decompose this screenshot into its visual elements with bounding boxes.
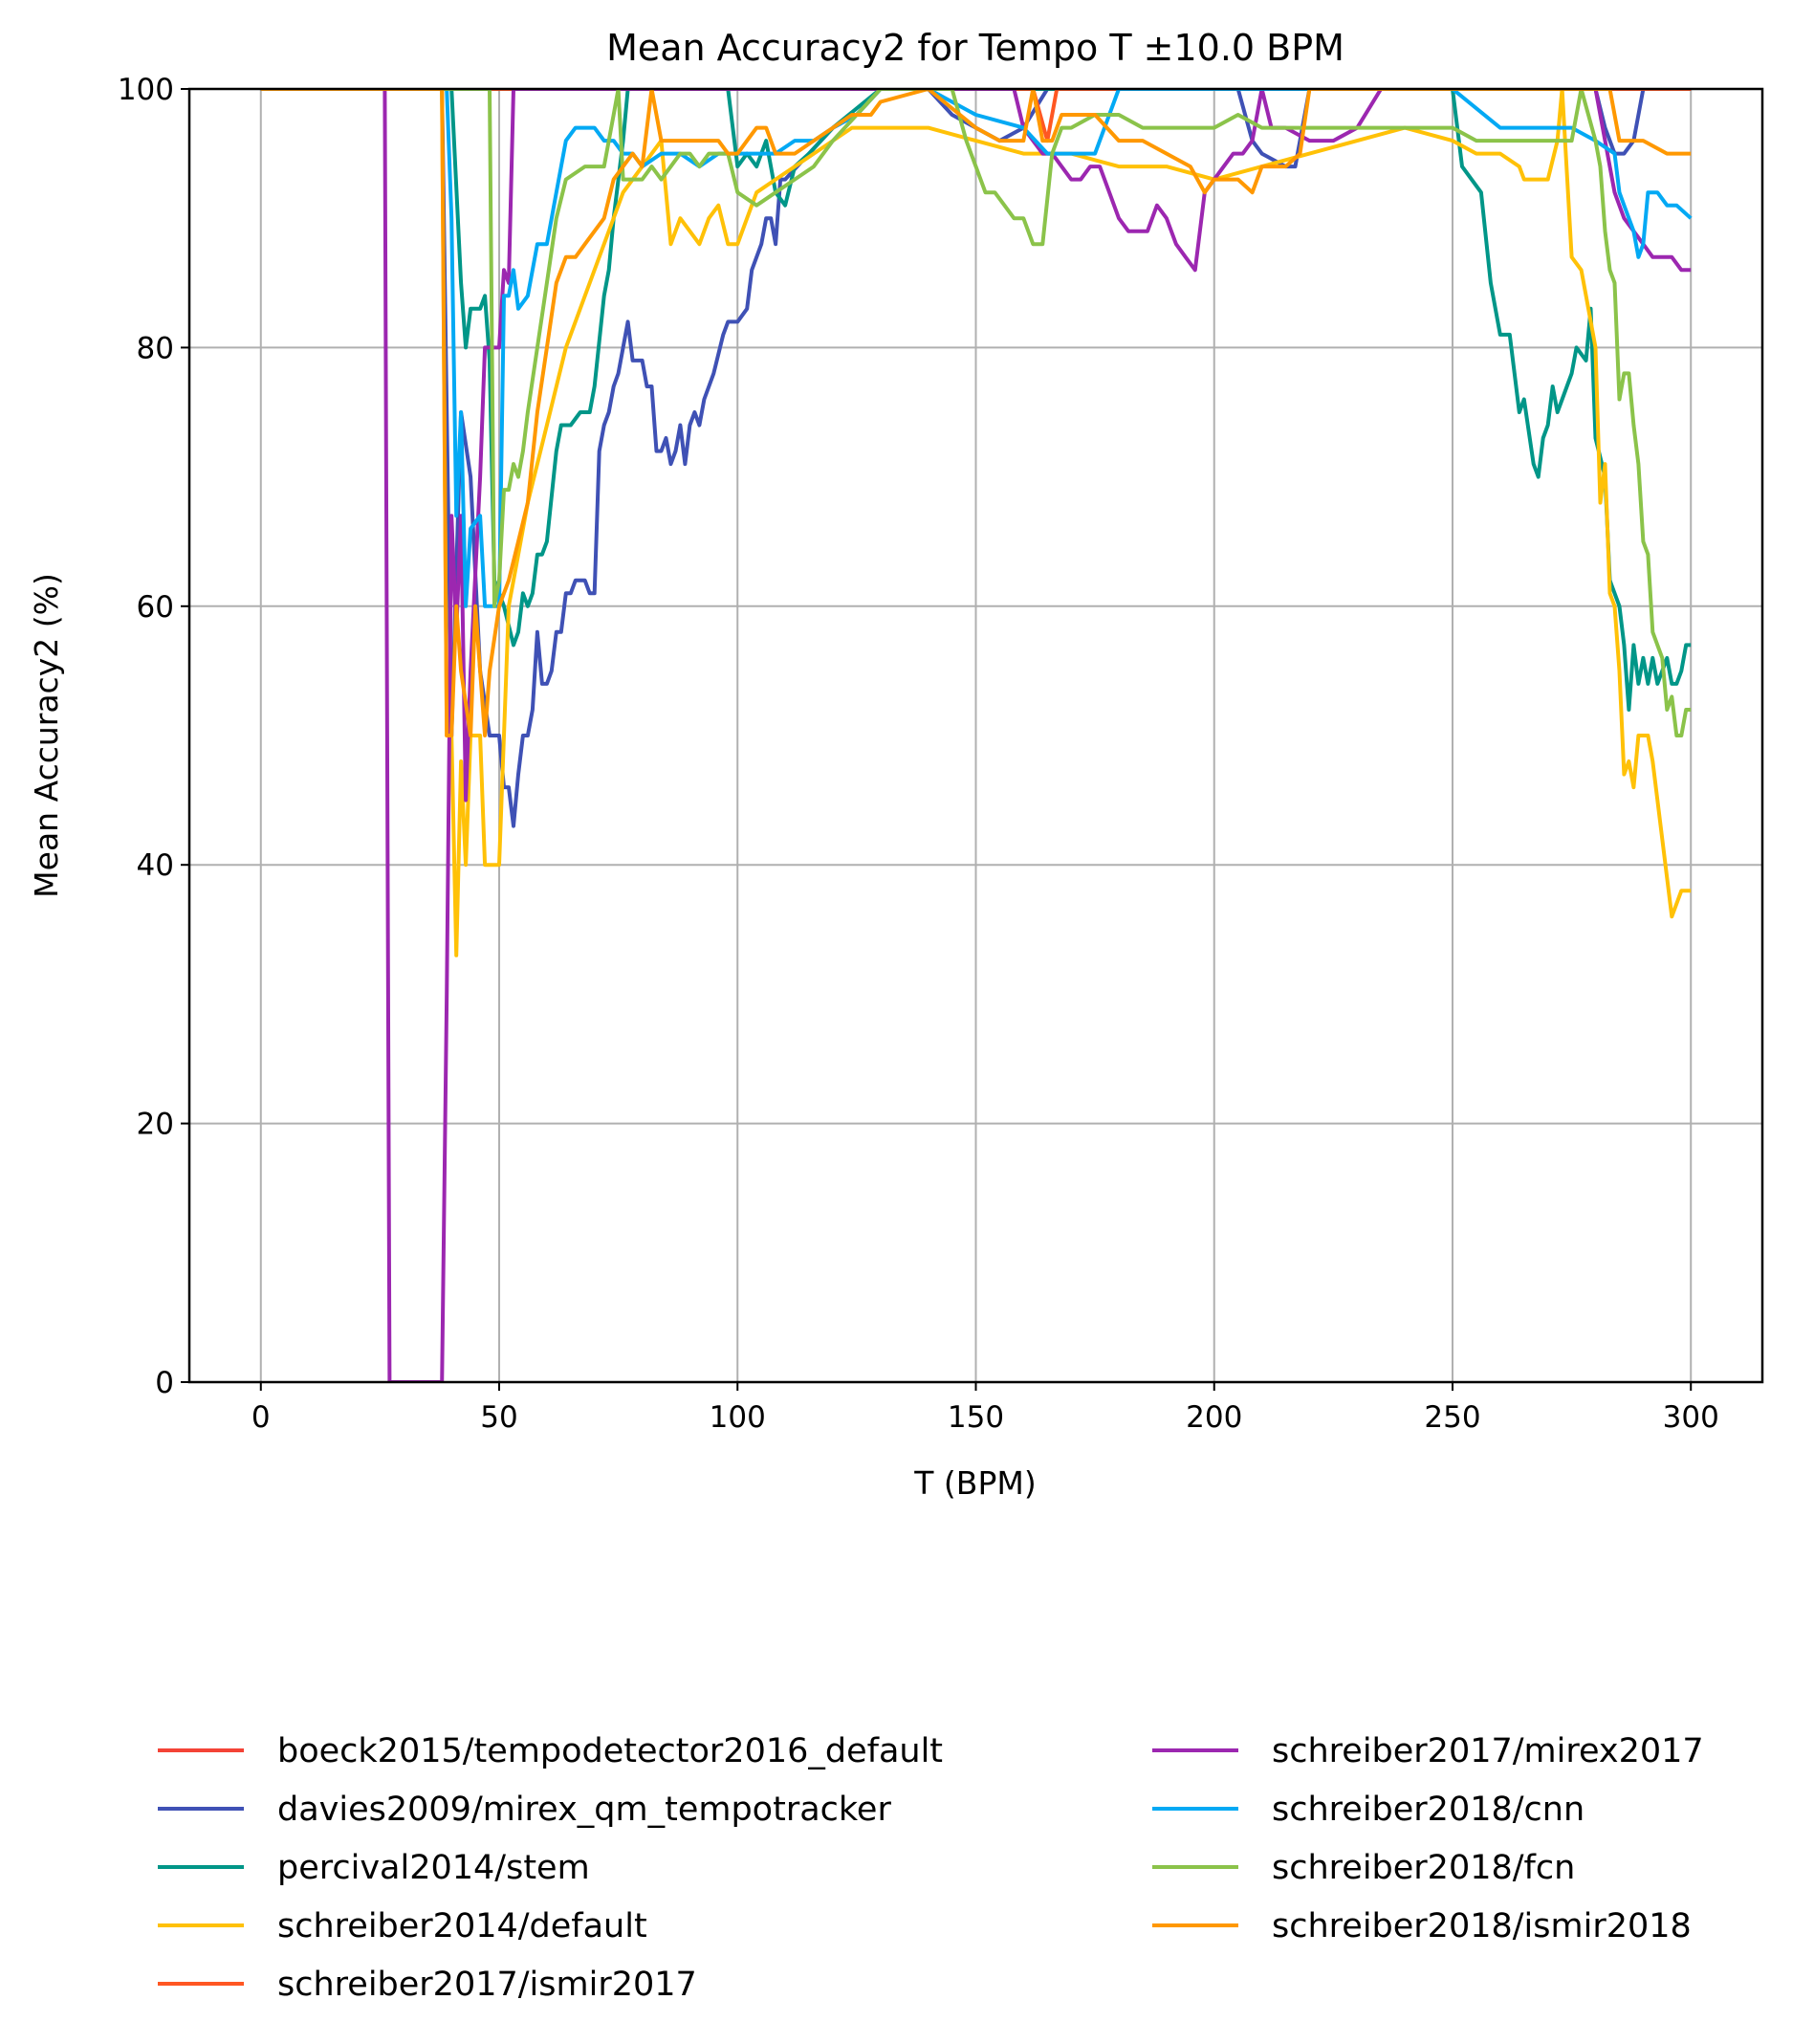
series-line [260, 89, 1692, 712]
y-tick-label: 100 [118, 73, 174, 107]
chart-title: Mean Accuracy2 for Tempo T ±10.0 BPM [606, 27, 1344, 69]
y-tick-label: 60 [137, 590, 174, 625]
x-axis-label: T (BPM) [913, 1464, 1036, 1502]
x-tick-label: 250 [1424, 1400, 1480, 1435]
x-tick-label: 200 [1186, 1400, 1242, 1435]
series-line [260, 89, 1693, 608]
series-line [260, 89, 1692, 737]
y-tick-label: 80 [137, 331, 174, 365]
legend-label: boeck2015/tempodetector2016_default [277, 1732, 943, 1770]
series-lines [260, 89, 1693, 1382]
legend-label: schreiber2018/fcn [1272, 1849, 1575, 1887]
legend-label: schreiber2014/default [277, 1907, 647, 1945]
x-tick-label: 50 [480, 1400, 517, 1435]
series-line [260, 89, 1692, 1382]
legend-label: schreiber2018/ismir2018 [1272, 1907, 1692, 1945]
y-tick-label: 0 [155, 1366, 174, 1400]
legend-label: schreiber2018/cnn [1272, 1791, 1585, 1829]
legend-label: davies2009/mirex_qm_tempotracker [277, 1791, 891, 1829]
y-tick-label: 20 [137, 1108, 174, 1142]
axis-ticks: 0 50 100 150 200 250 300 0 20 40 60 80 100 [118, 73, 1719, 1435]
series-line [260, 89, 1692, 737]
legend-label: schreiber2017/ismir2017 [277, 1966, 697, 2004]
y-tick-label: 40 [137, 848, 174, 883]
x-tick-label: 0 [251, 1400, 271, 1435]
x-tick-label: 300 [1663, 1400, 1719, 1435]
legend-label: percival2014/stem [277, 1849, 590, 1887]
x-tick-label: 100 [710, 1400, 766, 1435]
x-tick-label: 150 [948, 1400, 1004, 1435]
legend-label: schreiber2017/mirex2017 [1272, 1732, 1704, 1770]
y-axis-label: Mean Accuracy2 (%) [28, 573, 65, 898]
legend: boeck2015/tempodetector2016_defaultdavie… [158, 1732, 1704, 2004]
